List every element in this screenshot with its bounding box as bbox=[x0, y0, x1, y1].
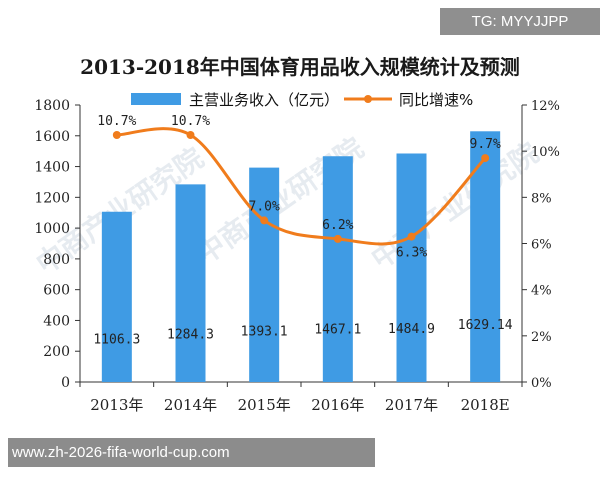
bar bbox=[249, 167, 280, 382]
chart-title: 2013-2018年中国体育用品收入规模统计及预测 bbox=[80, 55, 520, 79]
right-tick-label: 4% bbox=[531, 284, 552, 299]
watermark-text-3: 中商产业研究院 bbox=[365, 136, 544, 275]
growth-value-label: 10.7% bbox=[97, 114, 136, 129]
legend-line-marker bbox=[364, 95, 372, 103]
bar bbox=[396, 153, 427, 382]
growth-value-label: 6.2% bbox=[322, 218, 353, 233]
right-tick-label: 6% bbox=[531, 238, 552, 253]
x-tick-label: 2015年 bbox=[238, 396, 291, 414]
growth-point bbox=[260, 216, 269, 225]
data-labels: 1106.3 1284.3 1393.1 1467.1 1484.9 1629.14 10.… bbox=[93, 114, 512, 348]
left-tick-label: 200 bbox=[43, 344, 70, 360]
x-tick-label: 2013年 bbox=[90, 396, 143, 414]
left-tick-label: 800 bbox=[43, 252, 70, 268]
bar-value-label: 1484.9 bbox=[388, 322, 435, 337]
right-tick-label: 0% bbox=[531, 376, 552, 391]
legend-line-label: 同比增速% bbox=[399, 91, 473, 109]
bar bbox=[101, 211, 132, 382]
left-tick-label: 0 bbox=[61, 375, 70, 391]
right-tick-label: 2% bbox=[531, 330, 552, 345]
url-banner: www.zh-2026-fifa-world-cup.com bbox=[8, 438, 375, 467]
x-tick-label: 2017年 bbox=[385, 396, 438, 414]
left-tick-label: 600 bbox=[43, 283, 70, 299]
axes: 0 200 400 600 800 1000 1200 1400 1600 1800 0% 2% 4% 6… bbox=[34, 98, 560, 414]
bar bbox=[470, 131, 501, 382]
growth-value-label: 10.7% bbox=[171, 114, 210, 129]
right-tick-label: 10% bbox=[531, 145, 560, 160]
left-tick-label: 1600 bbox=[34, 129, 70, 145]
right-tick-label: 12% bbox=[531, 99, 560, 114]
left-tick-label: 1200 bbox=[34, 190, 70, 206]
bar-value-label: 1393.1 bbox=[241, 325, 288, 340]
growth-point bbox=[186, 131, 195, 140]
growth-point bbox=[333, 234, 342, 243]
line-series bbox=[112, 127, 490, 246]
legend-bar-swatch bbox=[131, 93, 181, 105]
x-tick-label: 2014年 bbox=[164, 396, 217, 414]
growth-point bbox=[407, 232, 416, 241]
growth-value-label: 7.0% bbox=[249, 199, 280, 214]
bar bbox=[322, 156, 353, 382]
left-tick-label: 1000 bbox=[34, 221, 70, 237]
left-tick-label: 400 bbox=[43, 313, 70, 329]
growth-value-label: 6.3% bbox=[396, 246, 427, 261]
growth-point bbox=[481, 154, 490, 163]
left-tick-label: 1800 bbox=[34, 98, 70, 114]
x-tick-label: 2016年 bbox=[311, 396, 364, 414]
channel-tag: TG: MYYJJPP bbox=[440, 8, 600, 35]
bar-value-label: 1106.3 bbox=[93, 333, 140, 348]
right-tick-label: 8% bbox=[531, 191, 552, 206]
bar-value-label: 1284.3 bbox=[167, 328, 214, 343]
bar-value-label: 1467.1 bbox=[314, 323, 361, 338]
legend-bar-label: 主营业务收入（亿元） bbox=[189, 91, 339, 109]
growth-value-label: 9.7% bbox=[470, 137, 501, 152]
legend: 主营业务收入（亿元） 同比增速% bbox=[131, 91, 473, 109]
bar-value-label: 1629.14 bbox=[458, 318, 513, 333]
bar bbox=[175, 184, 206, 382]
x-tick-label: 2018E bbox=[461, 396, 510, 414]
left-tick-label: 1400 bbox=[34, 160, 70, 176]
bar-series bbox=[101, 131, 501, 382]
growth-point bbox=[112, 131, 121, 140]
